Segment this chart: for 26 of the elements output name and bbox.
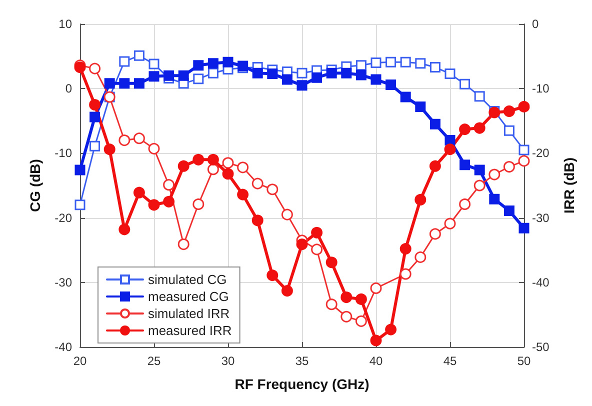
y2-tick-label: -10: [532, 82, 550, 96]
y2-tick-label: -20: [532, 146, 550, 160]
legend-label: simulated IRR: [148, 306, 230, 321]
y-tick-label: -10: [54, 146, 72, 160]
x-tick-label: 50: [517, 354, 531, 368]
y-tick-label: -40: [54, 340, 72, 354]
x-tick-label: 25: [147, 354, 161, 368]
y2-tick-label: -50: [532, 340, 550, 354]
y2-tick-label: 0: [532, 17, 539, 31]
y2-tick-label: -30: [532, 210, 550, 225]
legend-label: simulated CG: [148, 272, 227, 287]
x-axis-title: RF Frequency (GHz): [234, 376, 370, 392]
x-tick-label: 20: [73, 354, 87, 368]
x-tick-label: 30: [221, 354, 235, 368]
y-tick-label: 0: [65, 82, 72, 96]
y-tick-label: 10: [58, 17, 72, 31]
x-tick-label: 40: [369, 354, 383, 368]
y-tick-label: -30: [54, 275, 72, 290]
y2-tick-label: -40: [532, 275, 550, 290]
y-axis-title: CG (dB): [27, 159, 43, 212]
x-tick-label: 35: [295, 354, 309, 368]
y2-axis-title: IRR (dB): [561, 158, 577, 214]
legend-label: measured IRR: [148, 323, 232, 338]
legend-label: measured CG: [148, 289, 229, 304]
y-tick-label: -20: [54, 210, 72, 225]
x-tick-label: 45: [443, 354, 457, 368]
